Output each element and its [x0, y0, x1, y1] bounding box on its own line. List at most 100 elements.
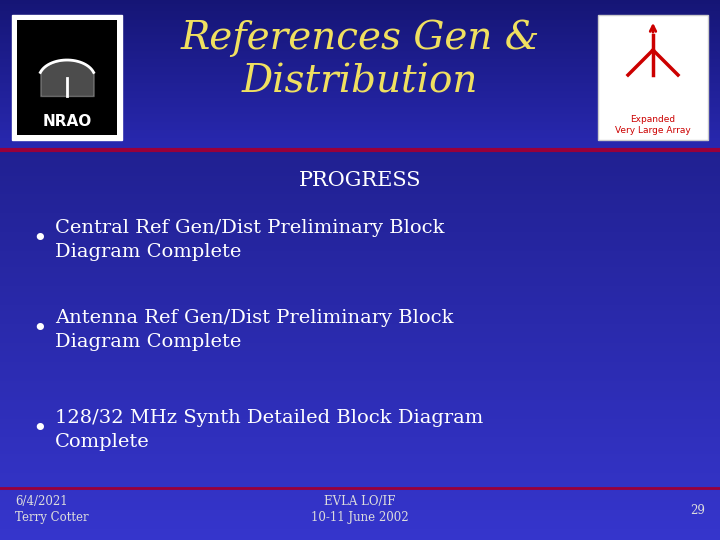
Bar [0, 383, 720, 386]
Bar [0, 321, 720, 324]
Bar [0, 500, 720, 502]
Bar [0, 491, 720, 494]
Bar [0, 27, 720, 30]
Bar [0, 86, 720, 89]
Bar [0, 123, 720, 124]
Bar [0, 297, 720, 300]
Bar [0, 97, 720, 100]
Bar [0, 367, 720, 370]
Bar [0, 57, 720, 59]
Bar [0, 136, 720, 137]
Text: NRAO: NRAO [42, 114, 91, 130]
Bar [0, 143, 720, 146]
Bar [0, 230, 720, 232]
Bar [0, 132, 720, 135]
Bar [0, 208, 720, 211]
Bar [0, 55, 720, 56]
Bar [0, 28, 720, 29]
Bar [0, 373, 720, 375]
Bar [0, 111, 720, 112]
Bar [0, 256, 720, 259]
Bar [0, 446, 720, 448]
Bar [0, 497, 720, 500]
Text: PROGRESS: PROGRESS [299, 171, 421, 190]
Bar [0, 259, 720, 262]
Bar [0, 22, 720, 23]
Bar [0, 48, 720, 49]
Bar [0, 113, 720, 116]
Bar [0, 8, 720, 11]
Bar [0, 121, 720, 122]
Text: EVLA LO/IF: EVLA LO/IF [324, 496, 396, 509]
Bar [0, 189, 720, 192]
Bar [0, 65, 720, 66]
Bar [0, 197, 720, 200]
Bar [0, 129, 720, 130]
Bar [0, 402, 720, 405]
Bar [0, 113, 720, 114]
Bar [0, 25, 720, 26]
Bar [0, 186, 720, 189]
Bar [0, 33, 720, 35]
Bar [0, 284, 720, 286]
Bar [0, 205, 720, 208]
Bar [0, 37, 720, 38]
Bar [0, 200, 720, 202]
Bar [0, 310, 720, 313]
Bar [0, 43, 720, 46]
Bar [0, 26, 720, 27]
Bar [0, 93, 720, 94]
Bar [0, 36, 720, 37]
Bar [0, 216, 720, 219]
Bar [0, 8, 720, 9]
Bar [0, 173, 720, 176]
Bar [0, 505, 720, 508]
Bar [0, 73, 720, 76]
Bar [0, 92, 720, 94]
Bar [0, 84, 720, 86]
Bar [0, 140, 720, 143]
Bar [0, 348, 720, 351]
Bar [0, 32, 720, 33]
Bar [0, 68, 720, 70]
Bar [0, 316, 720, 319]
Bar [0, 14, 720, 15]
Bar [0, 66, 720, 67]
Bar [0, 70, 720, 73]
Text: •: • [32, 418, 48, 442]
Bar [0, 14, 720, 16]
Bar [0, 278, 720, 281]
Bar [0, 109, 720, 110]
Bar [0, 92, 720, 93]
Bar [0, 122, 720, 124]
Bar [0, 518, 720, 521]
Bar [0, 111, 720, 113]
Bar [0, 42, 720, 43]
Bar [0, 389, 720, 392]
Bar [0, 0, 720, 3]
Bar [12, 15, 122, 140]
Bar [0, 235, 720, 238]
Bar [0, 378, 720, 381]
Bar [0, 526, 720, 529]
Bar [0, 176, 720, 178]
Bar [0, 122, 720, 123]
Bar [0, 126, 720, 127]
Bar [0, 131, 720, 132]
Bar [0, 39, 720, 40]
Bar [0, 364, 720, 367]
Bar [0, 319, 720, 321]
Bar [0, 240, 720, 243]
Bar [0, 381, 720, 383]
Bar [0, 97, 720, 98]
Bar [0, 483, 720, 486]
Bar [0, 313, 720, 316]
Bar [0, 248, 720, 251]
Text: 128/32 MHz Synth Detailed Block Diagram
Complete: 128/32 MHz Synth Detailed Block Diagram … [55, 409, 483, 451]
Bar [0, 9, 720, 10]
Bar [0, 35, 720, 38]
Bar [0, 56, 720, 57]
Bar [0, 134, 720, 135]
Bar [0, 451, 720, 454]
Bar [0, 41, 720, 42]
